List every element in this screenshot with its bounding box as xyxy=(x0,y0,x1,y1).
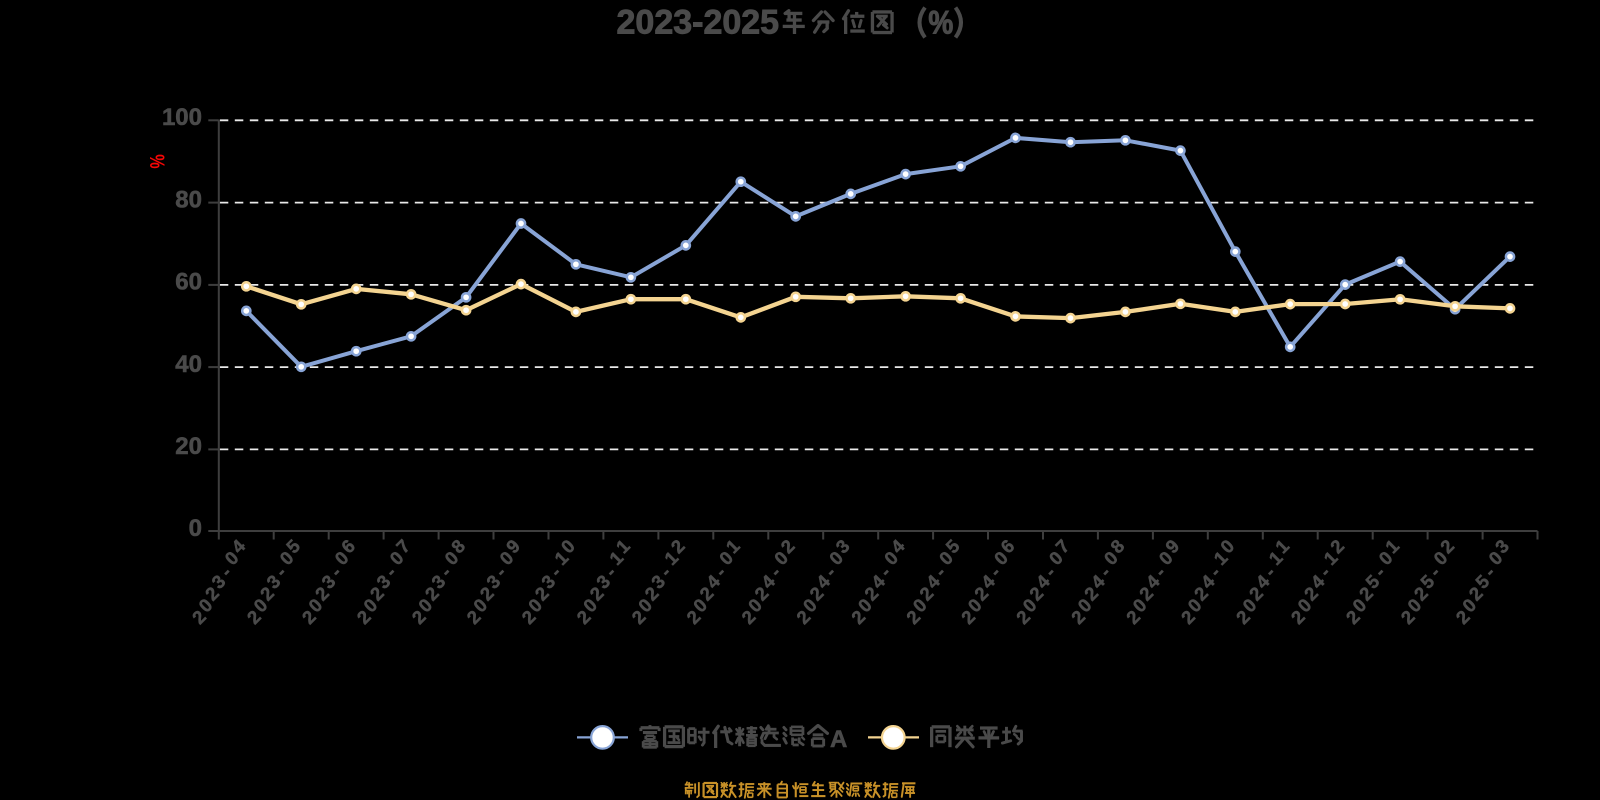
svg-text:A: A xyxy=(830,726,847,753)
svg-text:100: 100 xyxy=(162,104,202,131)
svg-text:40: 40 xyxy=(175,351,202,378)
svg-text:2023-2025: 2023-2025 xyxy=(617,4,780,42)
svg-text:0: 0 xyxy=(189,515,202,542)
svg-text:%: % xyxy=(928,5,953,40)
svg-text:60: 60 xyxy=(175,269,202,296)
svg-text:80: 80 xyxy=(175,186,202,213)
svg-text:20: 20 xyxy=(175,433,202,460)
svg-text:%: % xyxy=(144,154,168,168)
